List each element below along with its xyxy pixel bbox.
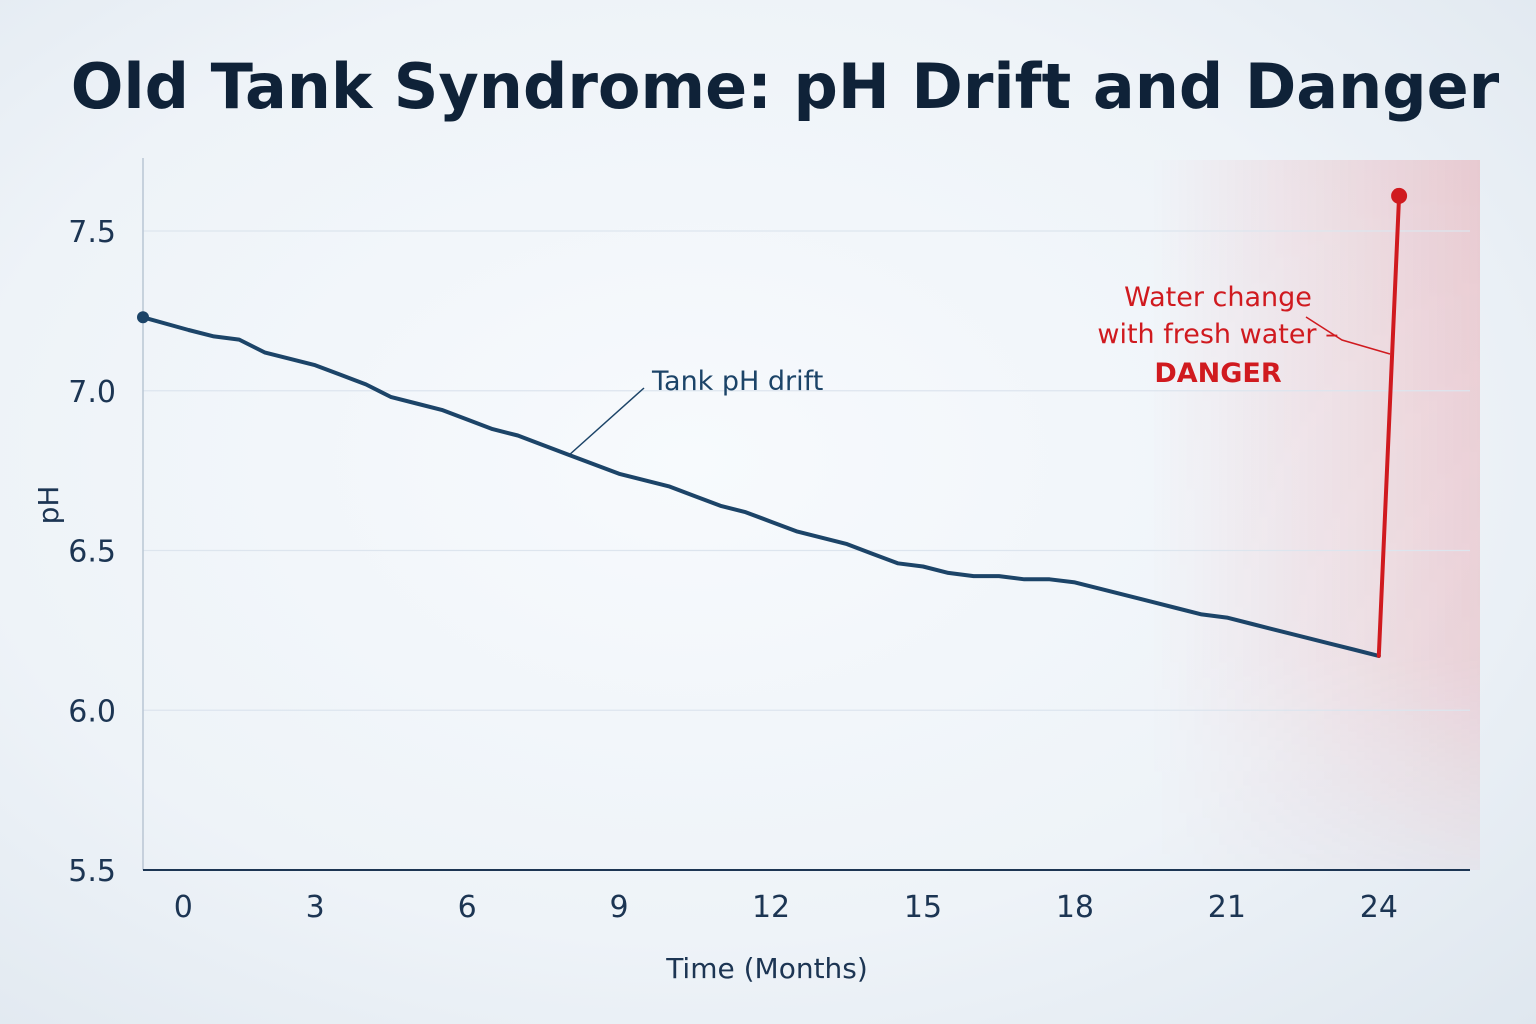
y-tick-label: 7.0 <box>68 375 116 410</box>
chart-title: Old Tank Syndrome: pH Drift and Danger <box>71 50 1500 123</box>
y-tick-labels: 5.5 6.0 6.5 7.0 7.5 <box>68 215 116 889</box>
x-tick-label: 0 <box>174 890 193 925</box>
start-point <box>137 311 149 324</box>
y-tick-label: 7.5 <box>68 215 116 250</box>
danger-zone <box>1150 160 1480 870</box>
danger-annotation-leader <box>1305 316 1391 355</box>
x-tick-label: 18 <box>1056 890 1094 925</box>
x-tick-label: 9 <box>610 890 629 925</box>
x-tick-labels: 0 3 6 9 12 15 18 21 24 <box>174 890 1398 925</box>
x-tick-label: 15 <box>904 890 942 925</box>
danger-annotation-line-2: with fresh water – <box>1097 319 1338 350</box>
y-tick-label: 6.5 <box>68 535 116 570</box>
spike-point <box>1391 187 1408 204</box>
x-axis-label: Time (Months) <box>665 952 868 985</box>
drift-annotation: Tank pH drift <box>651 366 823 397</box>
x-tick-label: 24 <box>1360 890 1398 925</box>
water-change-series-line <box>1376 193 1402 658</box>
danger-annotation-emphasis: DANGER <box>1154 358 1282 389</box>
drift-series-line <box>141 315 1381 658</box>
grid-lines <box>143 230 1470 711</box>
x-tick-label: 21 <box>1208 890 1246 925</box>
x-tick-label: 12 <box>752 890 790 925</box>
x-tick-label: 3 <box>306 890 325 925</box>
x-tick-label: 6 <box>458 890 477 925</box>
drift-annotation-leader <box>567 387 645 457</box>
y-axis-label: pH <box>32 486 65 525</box>
danger-annotation-line-1: Water change <box>1124 282 1312 313</box>
y-tick-label: 6.0 <box>68 694 116 729</box>
y-tick-label: 5.5 <box>68 854 116 889</box>
